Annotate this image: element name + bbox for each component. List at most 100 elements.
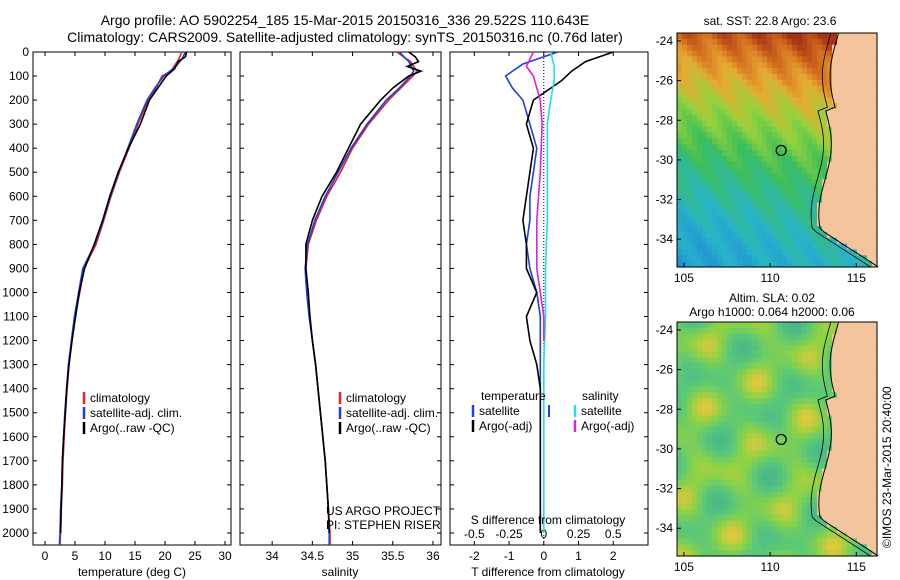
- map-cell: [712, 237, 718, 245]
- map-cell: [767, 161, 773, 169]
- map-cell: [712, 103, 718, 110]
- map-cell: [857, 497, 863, 504]
- map-cell: [797, 333, 803, 341]
- map-cell: [797, 544, 803, 551]
- map-cell: [782, 161, 788, 169]
- map-cell: [732, 403, 738, 411]
- map-cell: [792, 208, 798, 215]
- map-cell: [772, 109, 778, 116]
- map-cell: [722, 351, 728, 358]
- map-cell: [702, 62, 708, 69]
- map-cell: [722, 526, 728, 534]
- map-cell: [837, 255, 843, 262]
- map-cell: [802, 497, 808, 504]
- map-cell: [757, 474, 763, 481]
- map-cell: [677, 339, 683, 346]
- map-cell: [772, 91, 778, 98]
- map-cell: [787, 362, 793, 370]
- map-cell: [817, 351, 823, 358]
- map-cell: [732, 97, 738, 104]
- map-cell: [737, 503, 743, 510]
- map-cell: [757, 91, 763, 98]
- map-cell: [822, 38, 828, 46]
- map-cell: [782, 73, 788, 81]
- map-cell: [687, 161, 693, 169]
- map-cell: [717, 138, 723, 145]
- map-cell: [712, 73, 718, 81]
- map-cell: [772, 421, 778, 428]
- map-cell: [727, 485, 733, 493]
- map-cell: [812, 173, 818, 180]
- map-cell: [677, 403, 683, 411]
- map-cell: [767, 333, 773, 341]
- map-cell: [677, 214, 683, 221]
- map-cell: [867, 468, 873, 475]
- map-cell: [722, 38, 728, 46]
- map-cell: [857, 226, 863, 233]
- map-cell: [852, 327, 858, 335]
- map-cell: [817, 190, 823, 198]
- map-cell: [802, 538, 808, 545]
- map-cell: [872, 362, 878, 370]
- map-cell: [832, 456, 838, 463]
- map-cell: [712, 544, 718, 551]
- map-cell: [822, 515, 828, 522]
- map-cell: [772, 50, 778, 57]
- map-cell: [737, 439, 743, 446]
- map-cell: [732, 202, 738, 210]
- map-cell: [757, 362, 763, 370]
- map-cell: [822, 351, 828, 358]
- map-cell: [777, 114, 783, 122]
- map-cell: [777, 398, 783, 405]
- map-cell: [802, 62, 808, 69]
- map-cell: [782, 450, 788, 458]
- map-cell: [737, 226, 743, 233]
- map-cell: [727, 509, 733, 516]
- map-cell: [772, 351, 778, 358]
- depth-tick-label: 1500: [2, 406, 29, 420]
- map-cell: [787, 132, 793, 139]
- map-cell: [757, 50, 763, 57]
- map-cell: [802, 491, 808, 499]
- map-cell: [767, 50, 773, 57]
- map-cell: [707, 190, 713, 198]
- depth-tick-label: 200: [9, 93, 29, 107]
- map-cell: [742, 427, 748, 434]
- map-cell: [807, 79, 813, 87]
- map-cell: [712, 444, 718, 452]
- map-cell: [752, 56, 758, 63]
- map-cell: [872, 167, 878, 174]
- map-cell: [697, 196, 703, 204]
- map-cell: [732, 109, 738, 116]
- map-cell: [777, 144, 783, 151]
- map-cell: [732, 392, 738, 399]
- map-cell: [712, 386, 718, 393]
- map-cell: [767, 491, 773, 499]
- map-cell: [802, 509, 808, 516]
- map-cell: [682, 538, 688, 545]
- map-cell: [832, 368, 838, 376]
- map-cell: [772, 62, 778, 69]
- map-cell: [767, 520, 773, 528]
- map-cell: [707, 403, 713, 411]
- map-y-tick-label: -24: [656, 34, 674, 48]
- map-cell: [757, 421, 763, 428]
- map-cell: [782, 33, 788, 40]
- map-cell: [792, 56, 798, 63]
- map-cell: [872, 386, 878, 393]
- map-cell: [817, 255, 823, 262]
- map-cell: [732, 421, 738, 428]
- map-cell: [722, 520, 728, 528]
- map-cell: [752, 433, 758, 440]
- map-cell: [717, 479, 723, 487]
- map-cell: [772, 220, 778, 227]
- map-cell: [762, 202, 768, 210]
- map-cell: [862, 409, 868, 417]
- map-cell: [707, 85, 713, 93]
- map-cell: [797, 190, 803, 198]
- map-cell: [732, 249, 738, 256]
- map-cell: [802, 380, 808, 387]
- map-cell: [697, 91, 703, 98]
- x-tick-label: 34.5: [301, 549, 325, 563]
- map-cell: [847, 226, 853, 233]
